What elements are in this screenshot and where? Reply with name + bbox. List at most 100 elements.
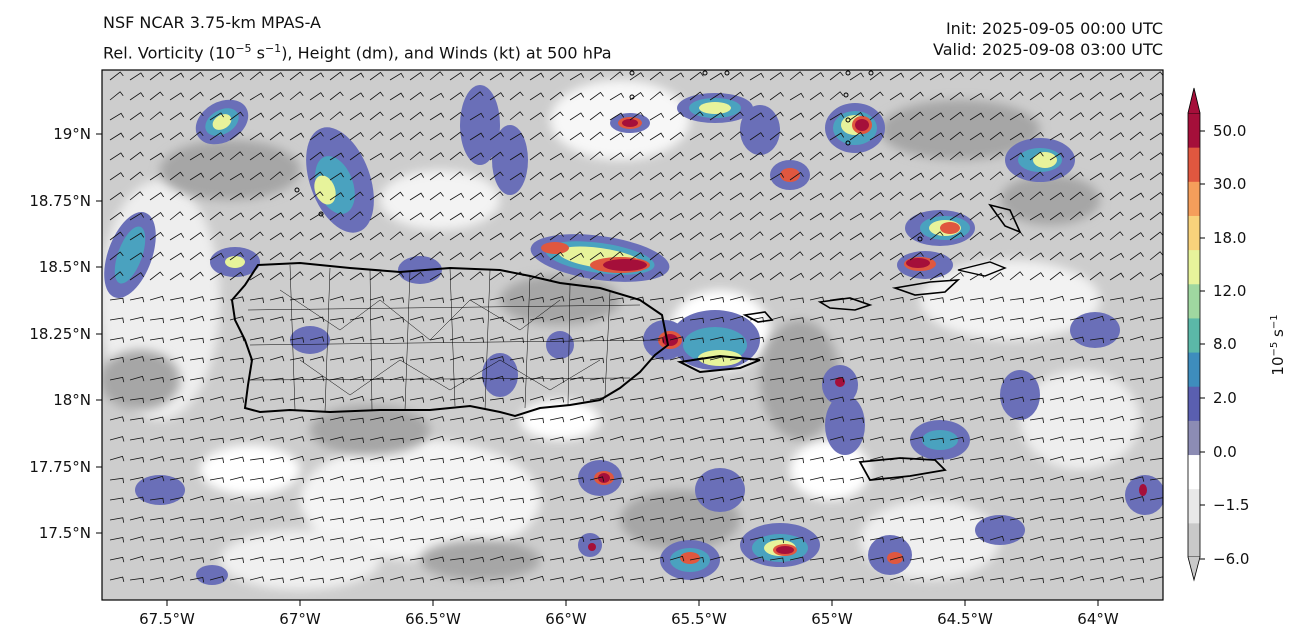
wind-barb <box>609 231 624 241</box>
wind-barb <box>1129 251 1144 261</box>
wind-barb <box>189 271 204 281</box>
wind-barb <box>569 457 584 463</box>
wind-barb <box>669 212 685 221</box>
wind-barb <box>129 375 145 382</box>
wind-barb <box>389 516 405 523</box>
wind-barb <box>489 555 505 562</box>
wind-barb <box>169 437 184 443</box>
wind-barb <box>769 271 784 281</box>
wind-barb <box>709 477 725 483</box>
wind-barb <box>949 417 965 423</box>
wind-barb <box>709 131 724 141</box>
wind-barb <box>269 437 285 443</box>
wind-barb <box>229 271 244 281</box>
wind-barb <box>969 297 984 303</box>
wind-barb <box>309 252 324 261</box>
wind-barb <box>469 357 485 363</box>
wind-barb <box>1069 191 1084 201</box>
svg-text:67°W: 67°W <box>279 610 321 628</box>
wind-barb <box>769 151 784 161</box>
wind-barb <box>229 212 244 221</box>
wind-barb <box>689 576 705 583</box>
wind-barb <box>429 576 445 582</box>
wind-barb <box>149 357 165 363</box>
wind-barb <box>789 576 805 582</box>
wind-barb <box>189 131 204 141</box>
wind-barb <box>349 417 364 424</box>
wind-barb <box>669 252 684 261</box>
wind-barb <box>469 71 484 81</box>
wind-barb <box>729 557 745 563</box>
wind-barb <box>629 476 645 482</box>
wind-barb <box>469 556 485 563</box>
wind-barb <box>109 91 124 101</box>
wind-barb <box>129 296 145 303</box>
wind-barb <box>749 497 765 503</box>
wind-barb <box>1089 71 1104 81</box>
wind-barb <box>629 171 644 181</box>
wind-barb <box>309 316 325 322</box>
wind-barb <box>609 251 624 261</box>
wind-barb <box>649 211 664 221</box>
wind-barb <box>669 476 685 483</box>
wind-barb <box>749 576 765 582</box>
wind-barb <box>1069 211 1084 221</box>
wind-barb <box>1129 212 1144 221</box>
wind-barb <box>529 457 545 463</box>
wind-barb <box>729 315 745 322</box>
wind-barb <box>1109 191 1124 201</box>
wind-barb <box>769 417 785 423</box>
wind-barb <box>129 397 144 404</box>
wind-barb <box>229 91 244 101</box>
wind-barb <box>1069 395 1085 402</box>
wind-barb <box>729 476 745 482</box>
wind-barb <box>989 336 1005 342</box>
wind-barb <box>509 416 525 422</box>
wind-barb <box>1049 377 1065 383</box>
wind-barb <box>889 211 904 221</box>
wind-barb <box>909 212 924 221</box>
wind-barb <box>1069 356 1085 362</box>
wind-barb <box>629 397 644 403</box>
wind-barb <box>929 112 944 121</box>
wind-barb <box>829 71 844 81</box>
wind-barb <box>549 131 564 141</box>
wind-barb <box>629 111 644 121</box>
wind-barb <box>789 356 805 363</box>
wind-barb <box>149 557 165 563</box>
wind-barb <box>289 477 304 484</box>
wind-barb <box>1009 271 1024 281</box>
wind-barb <box>1129 131 1144 141</box>
wind-barb <box>569 72 585 81</box>
wind-barb <box>169 395 185 402</box>
wind-barb <box>829 271 844 281</box>
wind-barb <box>849 316 865 322</box>
wind-barb <box>129 437 145 443</box>
wind-barb <box>509 132 525 141</box>
wind-barb <box>469 191 484 201</box>
wind-barb <box>889 131 904 141</box>
wind-barb <box>929 297 945 303</box>
wind-barb <box>369 476 385 482</box>
wind-barb <box>609 152 624 161</box>
wind-barb <box>989 151 1004 161</box>
wind-barb <box>889 252 905 261</box>
wind-barb <box>249 171 264 181</box>
wind-barb <box>349 516 365 522</box>
wind-barb <box>689 416 705 422</box>
wind-barb <box>949 91 964 101</box>
colorbar-tick-label: 50.0 <box>1213 122 1246 140</box>
colorbar-segment <box>1188 249 1200 285</box>
wind-barb <box>469 537 485 543</box>
wind-barb <box>1009 556 1025 563</box>
wind-barb <box>269 476 285 482</box>
wind-barb <box>669 536 685 542</box>
wind-barb <box>849 232 865 241</box>
wind-barb <box>349 171 364 181</box>
wind-barb <box>609 272 625 281</box>
wind-barb <box>569 151 584 161</box>
colorbar-segment <box>1188 522 1200 558</box>
wind-barb <box>149 537 165 543</box>
wind-barb <box>609 376 625 382</box>
wind-barb <box>929 437 944 444</box>
